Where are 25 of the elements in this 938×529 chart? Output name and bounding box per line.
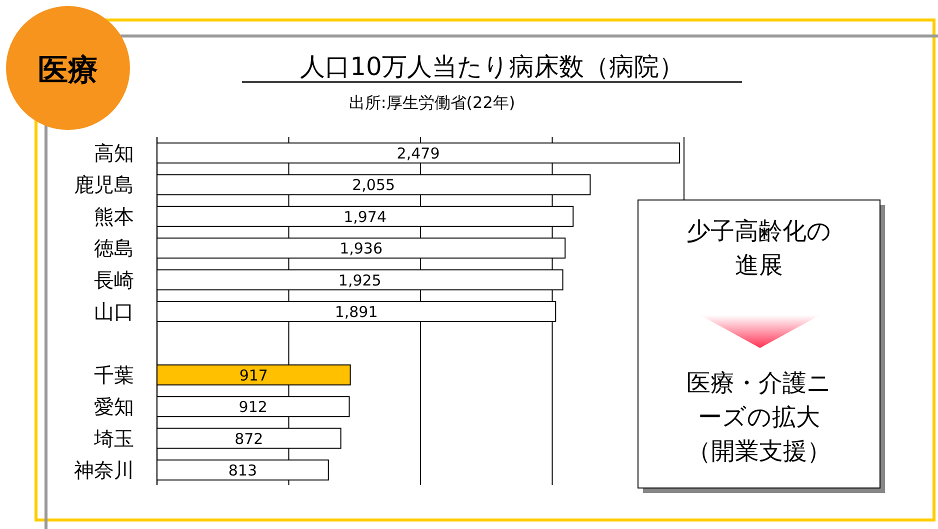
text: 少子高齢化の進展	[686, 216, 832, 281]
y-tick-label: 埼玉	[93, 426, 134, 450]
data-label: 813	[228, 462, 258, 480]
data-label: 912	[238, 398, 268, 416]
y-tick-label: 高知	[94, 141, 134, 165]
data-label: 1,891	[334, 303, 378, 321]
chart-title: 人口10万人当たり病床数（病院）	[300, 52, 684, 81]
y-tick-label: 千葉	[94, 362, 134, 387]
chart-subtitle: 出所:厚生労働省(22年)	[348, 93, 516, 112]
data-label: 917	[239, 366, 268, 384]
y-tick-label: 山口	[94, 300, 134, 324]
y-tick-label: 鹿児島	[74, 172, 134, 197]
text: 医療	[38, 53, 98, 88]
data-label: 1,974	[344, 208, 387, 226]
data-label: 1,925	[338, 271, 382, 290]
y-tick-label: 徳島	[94, 236, 134, 260]
y-tick-label: 長崎	[94, 268, 134, 292]
y-tick-label: 神奈川	[74, 458, 134, 482]
text: 医療・介護ニーズの拡大（開業支援）	[686, 368, 832, 467]
y-tick-label: 熊本	[94, 204, 134, 228]
data-label: 872	[234, 430, 264, 448]
data-label: 2,479	[396, 144, 440, 162]
y-tick-label: 愛知	[94, 394, 134, 419]
data-label: 2,055	[352, 176, 396, 194]
data-label: 1,936	[340, 240, 383, 258]
